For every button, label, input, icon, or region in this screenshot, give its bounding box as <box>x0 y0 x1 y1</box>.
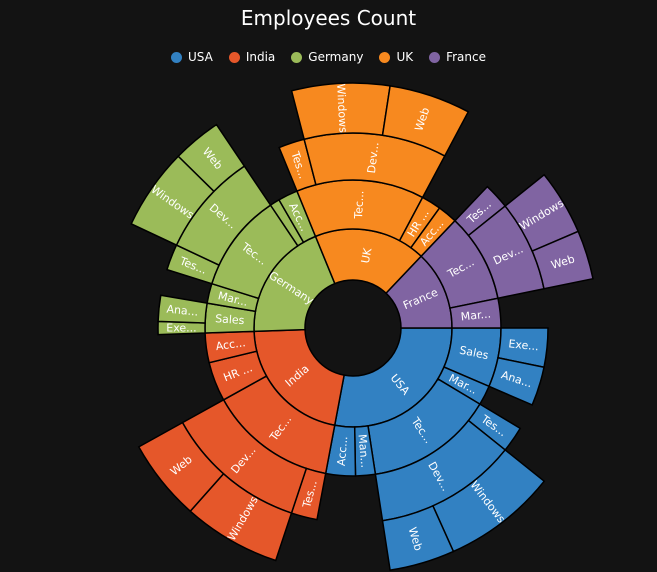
legend-label: India <box>245 50 276 64</box>
legend-label: Germany <box>308 50 364 64</box>
legend-swatch <box>379 51 391 63</box>
legend-item-france[interactable]: France <box>429 50 486 64</box>
segment-uk-technical-developers-web[interactable] <box>381 84 470 157</box>
legend-swatch <box>429 51 441 63</box>
chart-legend: USA India Germany UK France <box>0 50 657 64</box>
legend-swatch <box>228 51 240 63</box>
legend-item-india[interactable]: India <box>228 50 276 64</box>
segment-label-usa-sales-executive: Exe... <box>508 337 540 353</box>
segment-label-uk: UK <box>359 246 375 264</box>
segment-label-uk-technical: Tec... <box>352 190 366 220</box>
segment-label-uk-technical-developers: Dev... <box>365 141 382 174</box>
legend-swatch <box>170 51 182 63</box>
legend-label: UK <box>396 50 414 64</box>
legend-item-usa[interactable]: USA <box>170 50 213 64</box>
segment-france-marketing[interactable] <box>449 297 502 329</box>
legend-item-germany[interactable]: Germany <box>291 50 363 64</box>
segment-label-uk-technical-developers-windows: Windows <box>334 83 349 133</box>
legend-item-uk[interactable]: UK <box>379 50 413 64</box>
segment-label-germany-sales-executive: Exe... <box>166 322 196 335</box>
legend-label: France <box>446 50 486 64</box>
segment-label-india-accounts: Acc... <box>215 336 246 353</box>
segment-label-usa-management: Man... <box>356 434 372 469</box>
legend-label: USA <box>187 50 213 64</box>
segment-france-technical-developers-web[interactable] <box>531 230 594 290</box>
segment-usa-technical-developers-web[interactable] <box>381 504 455 572</box>
legend-swatch <box>291 51 303 63</box>
segment-label-france-marketing: Mar... <box>460 308 491 324</box>
segment-label-germany-sales: Sales <box>215 312 245 327</box>
chart-title: Employees Count <box>240 6 417 30</box>
segment-label-germany-sales-analyst: Ana... <box>166 303 199 319</box>
segment-label-usa-accounts: Acc... <box>335 436 350 467</box>
segment-india-technical-developers-web[interactable] <box>137 421 225 513</box>
segment-label-usa-sales: Sales <box>458 344 490 363</box>
segment-germany-technical-developers-web[interactable] <box>177 123 246 193</box>
